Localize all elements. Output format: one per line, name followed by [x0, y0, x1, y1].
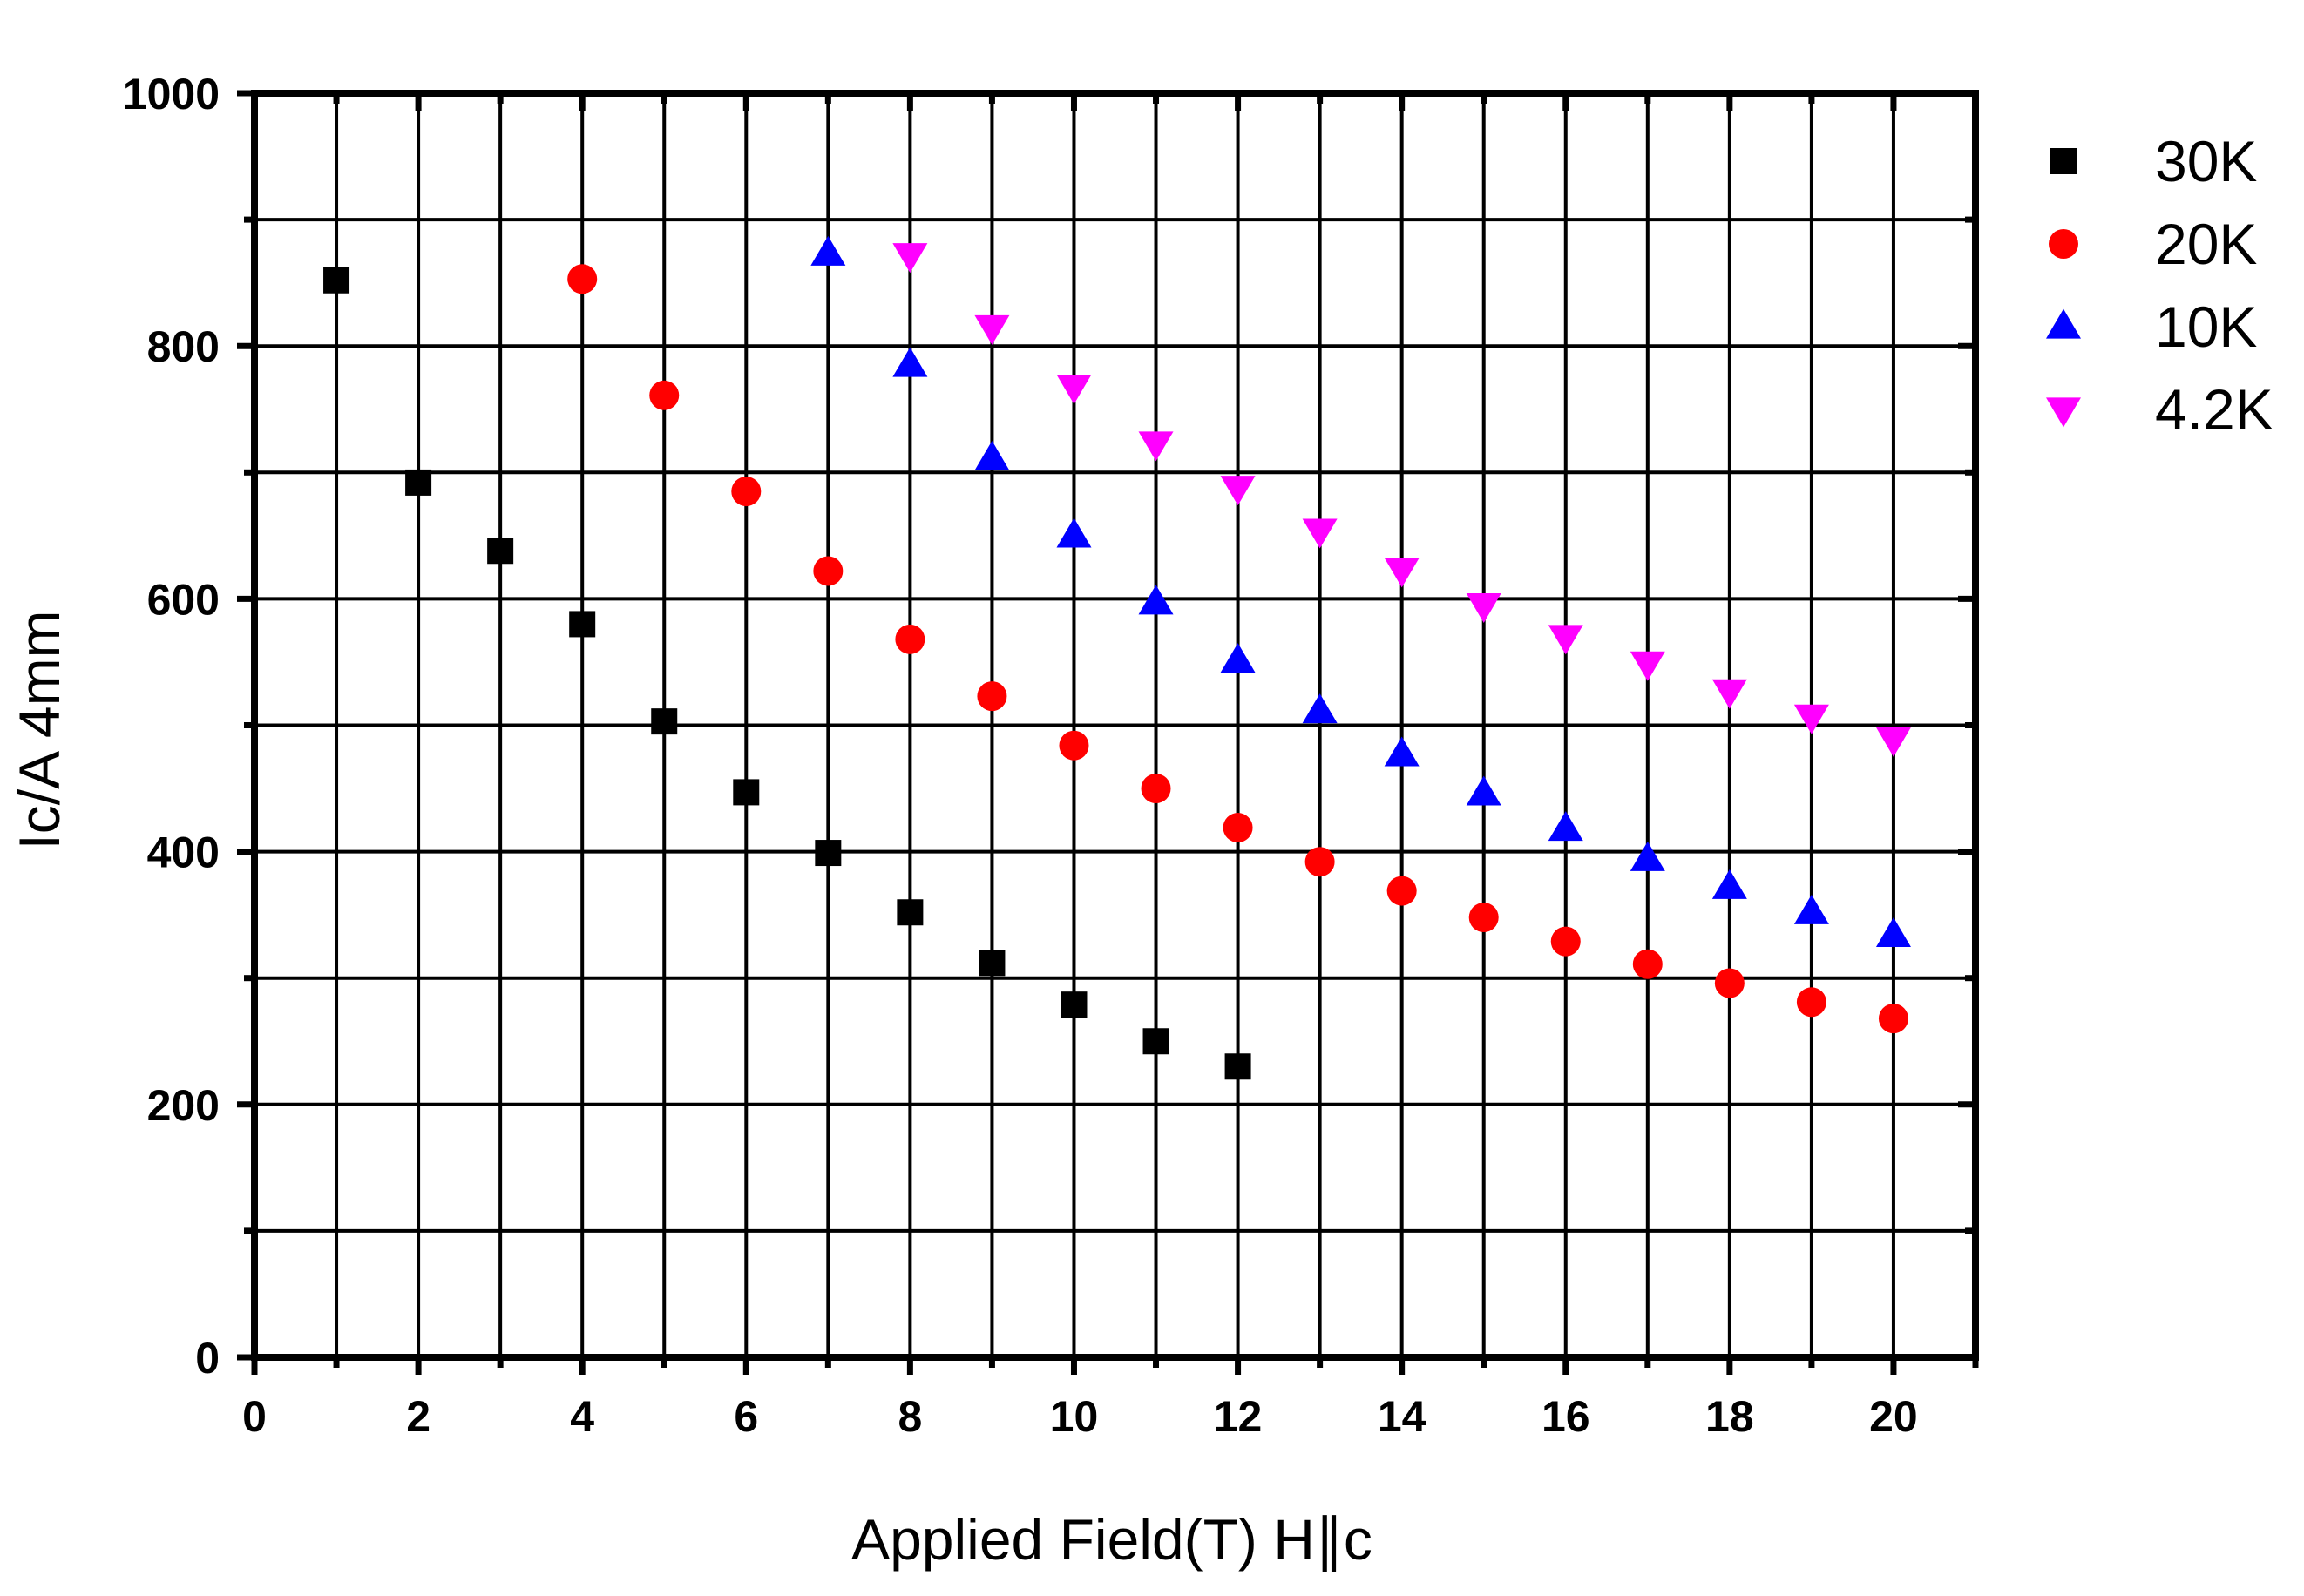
data-point [487, 538, 514, 565]
x-tick-label: 2 [406, 1392, 430, 1441]
data-point [1302, 693, 1338, 724]
x-tick-label: 0 [242, 1392, 267, 1441]
data-point [1796, 987, 1826, 1018]
data-point [1466, 775, 1501, 806]
data-point [567, 264, 598, 294]
data-point [1056, 517, 1092, 548]
x-tick-labels: 0 2 4 6 8 10 12 14 16 18 20 [242, 1392, 1918, 1441]
data-point [1223, 813, 1253, 843]
data-point [1142, 1028, 1169, 1055]
data-point [1878, 1004, 1908, 1034]
series-20K [567, 264, 1908, 1034]
data-point [1875, 727, 1911, 757]
data-point [649, 380, 680, 410]
data-point [733, 779, 760, 806]
data-point [897, 899, 924, 926]
data-point [1793, 894, 1829, 924]
data-point [1468, 903, 1499, 933]
data-point [1302, 518, 1338, 549]
series-30K [323, 267, 1251, 1080]
data-point [1304, 847, 1335, 877]
data-point [1630, 651, 1665, 681]
legend-label: 30K [2155, 129, 2257, 193]
data-point [731, 477, 762, 507]
data-point [1793, 704, 1829, 734]
axis-ticks [237, 90, 1979, 1375]
data-point [651, 708, 678, 735]
data-point [323, 267, 350, 294]
legend-item: 4.2K [2046, 377, 2274, 442]
x-axis-title: Applied Field(T) H∥c [851, 1507, 1372, 1572]
data-point [569, 611, 596, 638]
data-point [1059, 730, 1089, 761]
data-point [1220, 643, 1256, 673]
data-point [1548, 625, 1583, 655]
x-tick-label: 20 [1869, 1392, 1918, 1441]
x-tick-label: 18 [1705, 1392, 1754, 1441]
data-marks [323, 235, 1911, 1080]
data-point [815, 840, 842, 867]
data-point [1384, 558, 1420, 588]
data-point [1220, 476, 1256, 506]
data-point [977, 681, 1007, 712]
y-tick-label: 400 [147, 828, 220, 877]
data-point [1141, 774, 1171, 804]
legend-item: 20K [2049, 212, 2257, 276]
legend-label: 20K [2155, 212, 2257, 276]
data-point [1875, 916, 1911, 947]
data-point [979, 950, 1006, 977]
data-point [405, 469, 432, 496]
legend-label: 4.2K [2155, 377, 2274, 442]
legend-marker [2046, 397, 2081, 428]
y-tick-label: 200 [147, 1081, 220, 1130]
data-point [1224, 1053, 1251, 1080]
y-axis-title: Ic/A 4mm [7, 610, 71, 849]
data-point [1138, 585, 1174, 615]
data-point [1550, 926, 1581, 957]
x-tick-label: 8 [898, 1392, 922, 1441]
y-tick-label: 800 [147, 322, 220, 371]
x-tick-label: 12 [1214, 1392, 1263, 1441]
data-point [1386, 876, 1417, 906]
series-4.2K [892, 243, 1911, 757]
data-point [974, 440, 1010, 470]
data-point [892, 243, 928, 274]
grid [254, 93, 1975, 1357]
legend-item: 30K [2050, 129, 2257, 193]
data-point [1714, 968, 1745, 998]
data-point [810, 235, 846, 266]
x-tick-label: 4 [570, 1392, 594, 1441]
x-tick-label: 10 [1050, 1392, 1099, 1441]
data-point [1632, 949, 1663, 979]
data-point [974, 314, 1010, 345]
data-point [1711, 869, 1747, 899]
data-point [1138, 431, 1174, 462]
x-tick-label: 6 [734, 1392, 758, 1441]
data-point [1466, 593, 1501, 624]
data-point [895, 624, 925, 654]
legend-marker [2049, 229, 2078, 259]
data-point [1061, 991, 1088, 1018]
data-point [1630, 841, 1665, 871]
data-point [1056, 375, 1092, 405]
data-point [1548, 811, 1583, 842]
x-tick-label: 16 [1542, 1392, 1590, 1441]
legend: 30K 20K 10K 4.2K [2046, 129, 2274, 442]
legend-marker [2046, 308, 2081, 339]
data-point [892, 347, 928, 377]
y-tick-label: 1000 [123, 70, 220, 118]
data-point [813, 556, 844, 586]
x-tick-label: 14 [1378, 1392, 1426, 1441]
y-tick-labels: 0 200 400 600 800 1000 [123, 70, 220, 1383]
data-point [1711, 679, 1747, 709]
series-10K [810, 235, 1911, 947]
y-tick-label: 600 [147, 575, 220, 624]
y-tick-label: 0 [195, 1334, 220, 1383]
data-point [1384, 736, 1420, 767]
legend-marker [2050, 148, 2077, 174]
legend-item: 10K [2046, 294, 2257, 359]
legend-label: 10K [2155, 294, 2257, 359]
